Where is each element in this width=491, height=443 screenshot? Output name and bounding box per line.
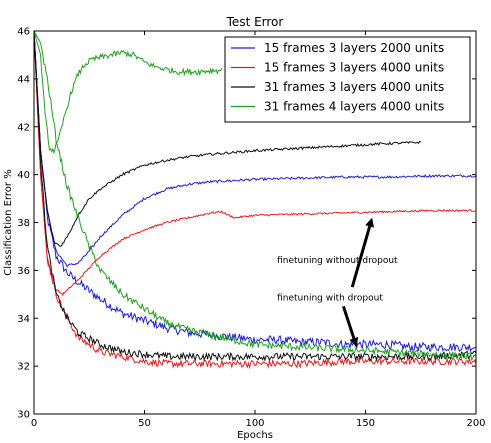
y-tick-label: 38 bbox=[17, 218, 30, 229]
legend-label: 31 frames 4 layers 4000 units bbox=[264, 100, 444, 114]
y-tick-label: 30 bbox=[17, 410, 30, 421]
y-axis-title: Classification Error % bbox=[3, 169, 14, 275]
legend-box bbox=[224, 36, 471, 123]
y-tick-label: 44 bbox=[17, 74, 30, 85]
tick-layer: 0 50 100 150 200 30 32 34 36 38 40 42 44 46 bbox=[17, 27, 485, 430]
legend-label: 15 frames 3 layers 4000 units bbox=[264, 61, 444, 75]
y-tick-label: 32 bbox=[17, 362, 30, 373]
y-tick-label: 42 bbox=[17, 122, 30, 133]
legend-label: 31 frames 3 layers 4000 units bbox=[264, 80, 444, 94]
series-line-2 bbox=[34, 31, 476, 370]
x-tick-label: 200 bbox=[466, 418, 485, 429]
legend-label: 15 frames 3 layers 2000 units bbox=[264, 41, 444, 55]
x-tick-label: 50 bbox=[138, 418, 151, 429]
annotation-arrow-head bbox=[349, 337, 359, 347]
annotation-arrow-shaft bbox=[350, 225, 372, 288]
series-layer bbox=[34, 31, 476, 370]
legend: 15 frames 3 layers 2000 units 15 frames 3… bbox=[224, 36, 471, 123]
y-tick-label: 34 bbox=[17, 314, 30, 325]
annotation-text: finetuning with dropout bbox=[277, 293, 383, 303]
x-tick-label: 100 bbox=[245, 418, 264, 429]
x-tick-label: 0 bbox=[31, 418, 37, 429]
annotation-arrow-shaft bbox=[341, 305, 356, 339]
series-line-3 bbox=[34, 31, 476, 297]
x-tick-label: 150 bbox=[356, 418, 375, 429]
series-line-4 bbox=[34, 31, 476, 362]
series-line-7 bbox=[34, 31, 223, 155]
annotation-arrow-head bbox=[365, 217, 374, 228]
series-line-1 bbox=[34, 31, 476, 268]
y-tick-label: 46 bbox=[17, 27, 30, 38]
y-tick-label: 40 bbox=[17, 170, 30, 181]
series-line-6 bbox=[34, 31, 476, 362]
y-tick-label: 36 bbox=[17, 266, 30, 277]
series-line-5 bbox=[34, 31, 422, 247]
annotation-text: finetuning without dropout bbox=[277, 256, 398, 266]
x-axis-title: Epochs bbox=[237, 430, 273, 441]
chart-title: Test Error bbox=[226, 15, 284, 29]
annotation-layer: finetuning without dropout finetuning wit… bbox=[277, 217, 398, 347]
